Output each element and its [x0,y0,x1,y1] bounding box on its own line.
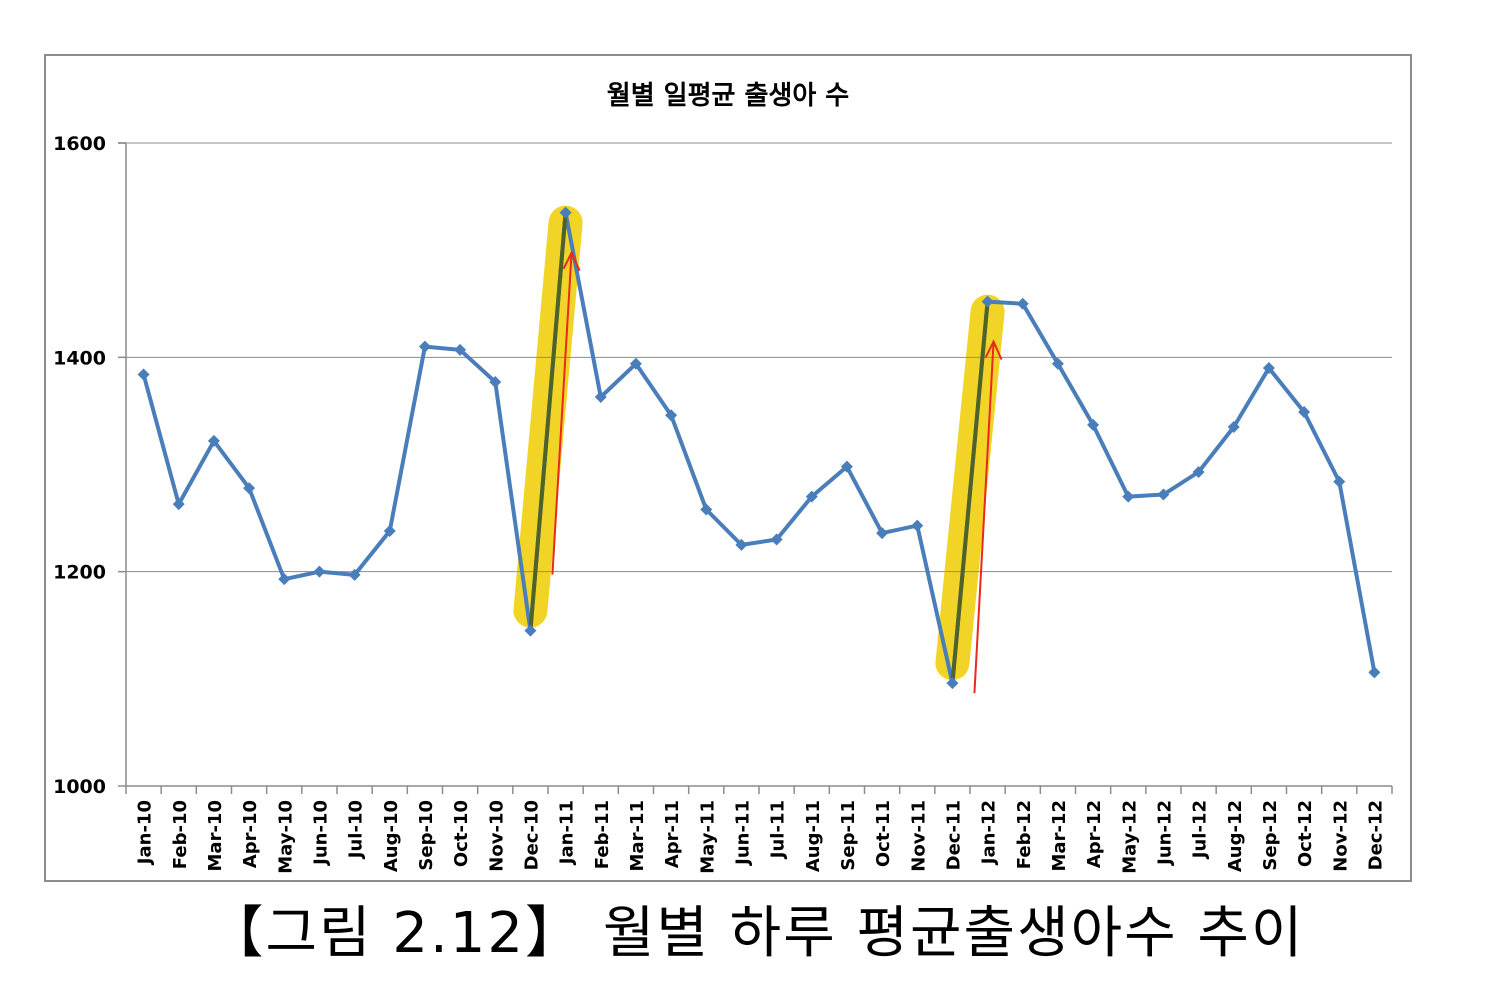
data-points [137,206,1381,690]
data-point-May-11 [700,503,713,516]
x-tick-label-Jun-11: Jun-11 [732,800,753,867]
x-tick-label-Dec-12: Dec-12 [1365,800,1386,870]
data-point-Oct-10 [454,343,467,356]
arrow-shaft-1 [551,252,573,575]
data-point-Jun-11 [735,538,748,551]
data-point-Apr-12 [1087,418,1100,431]
y-tick-label-1000: 1000 [53,776,106,798]
y-tick-label-1400: 1400 [53,347,106,369]
y-tick-labels: 1000 1200 1400 1600 [53,133,106,798]
highlight-layer [513,205,1005,681]
data-point-Feb-10 [172,498,185,511]
x-tick-label-Nov-10: Nov-10 [486,800,507,872]
x-tick-label-Jan-10: Jan-10 [135,800,156,866]
data-point-Nov-12 [1333,475,1346,488]
x-tick-label-May-11: May-11 [697,800,718,874]
data-point-Nov-10 [489,375,502,388]
y-tick-label-1600: 1600 [53,133,106,155]
data-point-Dec-12 [1368,666,1381,679]
figure-caption: 【그림 2.12】 월별 하루 평균출생아수 추이 [207,901,1305,966]
x-tick-label-May-12: May-12 [1119,800,1140,874]
data-point-Apr-11 [665,409,678,422]
chart-svg: 월별 일평균 출생아 수 1000 1200 1400 1600 Jan-10 Feb-… [53,81,1393,874]
data-point-May-10 [278,573,291,586]
axes [118,142,1393,794]
x-tick-label-Apr-11: Apr-11 [662,800,683,868]
x-tick-label-Sep-12: Sep-12 [1260,800,1281,871]
x-tick-label-Oct-10: Oct-10 [451,800,472,867]
x-tick-label-Sep-11: Sep-11 [838,800,859,871]
chart-title: 월별 일평균 출생아 수 [607,81,849,111]
data-point-Feb-12 [1016,297,1029,310]
x-tick-label-Oct-12: Oct-12 [1295,800,1316,867]
chart-frame [44,54,1412,882]
data-point-Feb-11 [594,390,607,403]
x-tick-label-Aug-10: Aug-10 [381,800,402,872]
x-tick-label-Jun-12: Jun-12 [1154,800,1175,867]
series-polyline [141,210,1377,686]
x-tick-label-Aug-12: Aug-12 [1225,800,1246,872]
arrow-head-1 [562,250,581,272]
data-point-Dec-11 [946,677,959,690]
data-point-Oct-11 [876,527,889,540]
x-tick-label-Jul-11: Jul-11 [768,800,789,860]
x-tick-label-Jul-12: Jul-12 [1190,800,1211,860]
x-tick-label-Sep-10: Sep-10 [416,800,437,871]
x-tick-label-Jun-10: Jun-10 [310,800,331,867]
arrow-shaft-2 [973,341,995,694]
data-point-Aug-11 [805,490,818,503]
x-tick-label-Dec-10: Dec-10 [521,800,542,870]
data-point-Aug-10 [383,524,396,537]
x-tick-label-Feb-12: Feb-12 [1014,800,1035,869]
x-tick-label-Dec-11: Dec-11 [943,800,964,870]
data-point-May-12 [1122,490,1135,503]
x-tick-label-Aug-11: Aug-11 [803,800,824,872]
data-point-Jul-11 [770,533,783,546]
gridlines [126,142,1392,573]
x-tick-label-Feb-11: Feb-11 [592,800,613,869]
data-point-Jul-12 [1192,466,1205,479]
data-point-Oct-12 [1298,405,1311,418]
annotation-arrows [551,250,1003,694]
x-tick-label-Mar-11: Mar-11 [627,800,648,871]
x-tick-label-Nov-12: Nov-12 [1330,800,1351,872]
x-tick-label-Mar-10: Mar-10 [205,800,226,871]
x-tick-label-Feb-10: Feb-10 [170,800,191,869]
data-point-Mar-12 [1051,357,1064,370]
data-point-Mar-11 [629,357,642,370]
data-point-Nov-11 [911,519,924,532]
x-tick-label-Apr-10: Apr-10 [240,800,261,868]
x-tick-label-Jan-11: Jan-11 [557,800,578,866]
data-point-Jan-10 [137,368,150,381]
data-point-Sep-11 [840,460,853,473]
x-tick-label-Nov-11: Nov-11 [908,800,929,872]
highlight-segment-1 [528,212,568,631]
data-point-Apr-10 [243,482,256,495]
series-line [141,210,1377,686]
data-point-Jun-10 [313,565,326,578]
data-point-Jan-12 [981,295,994,308]
x-tick-label-Apr-12: Apr-12 [1084,800,1105,868]
data-point-Dec-10 [524,624,537,637]
x-tick-label-Jul-10: Jul-10 [346,800,367,860]
highlight-segment-2 [950,301,990,684]
data-point-Mar-10 [207,434,220,447]
x-tick-label-Jan-12: Jan-12 [979,800,1000,866]
data-point-Jul-10 [348,568,361,581]
x-tick-label-Mar-12: Mar-12 [1049,800,1070,871]
data-point-Aug-12 [1227,420,1240,433]
data-point-Jun-12 [1157,488,1170,501]
data-point-Sep-12 [1262,362,1275,375]
arrow-head-2 [984,339,1003,361]
x-tick-label-Oct-11: Oct-11 [873,800,894,867]
x-tick-labels: Jan-10 Feb-10 Mar-10 Apr-10 May-10 Jun-10 Jul-… [135,800,1387,874]
data-point-Sep-10 [418,340,431,353]
x-tick-label-May-10: May-10 [275,800,296,874]
data-point-Jan-11 [559,206,572,219]
y-tick-label-1200: 1200 [53,562,106,584]
